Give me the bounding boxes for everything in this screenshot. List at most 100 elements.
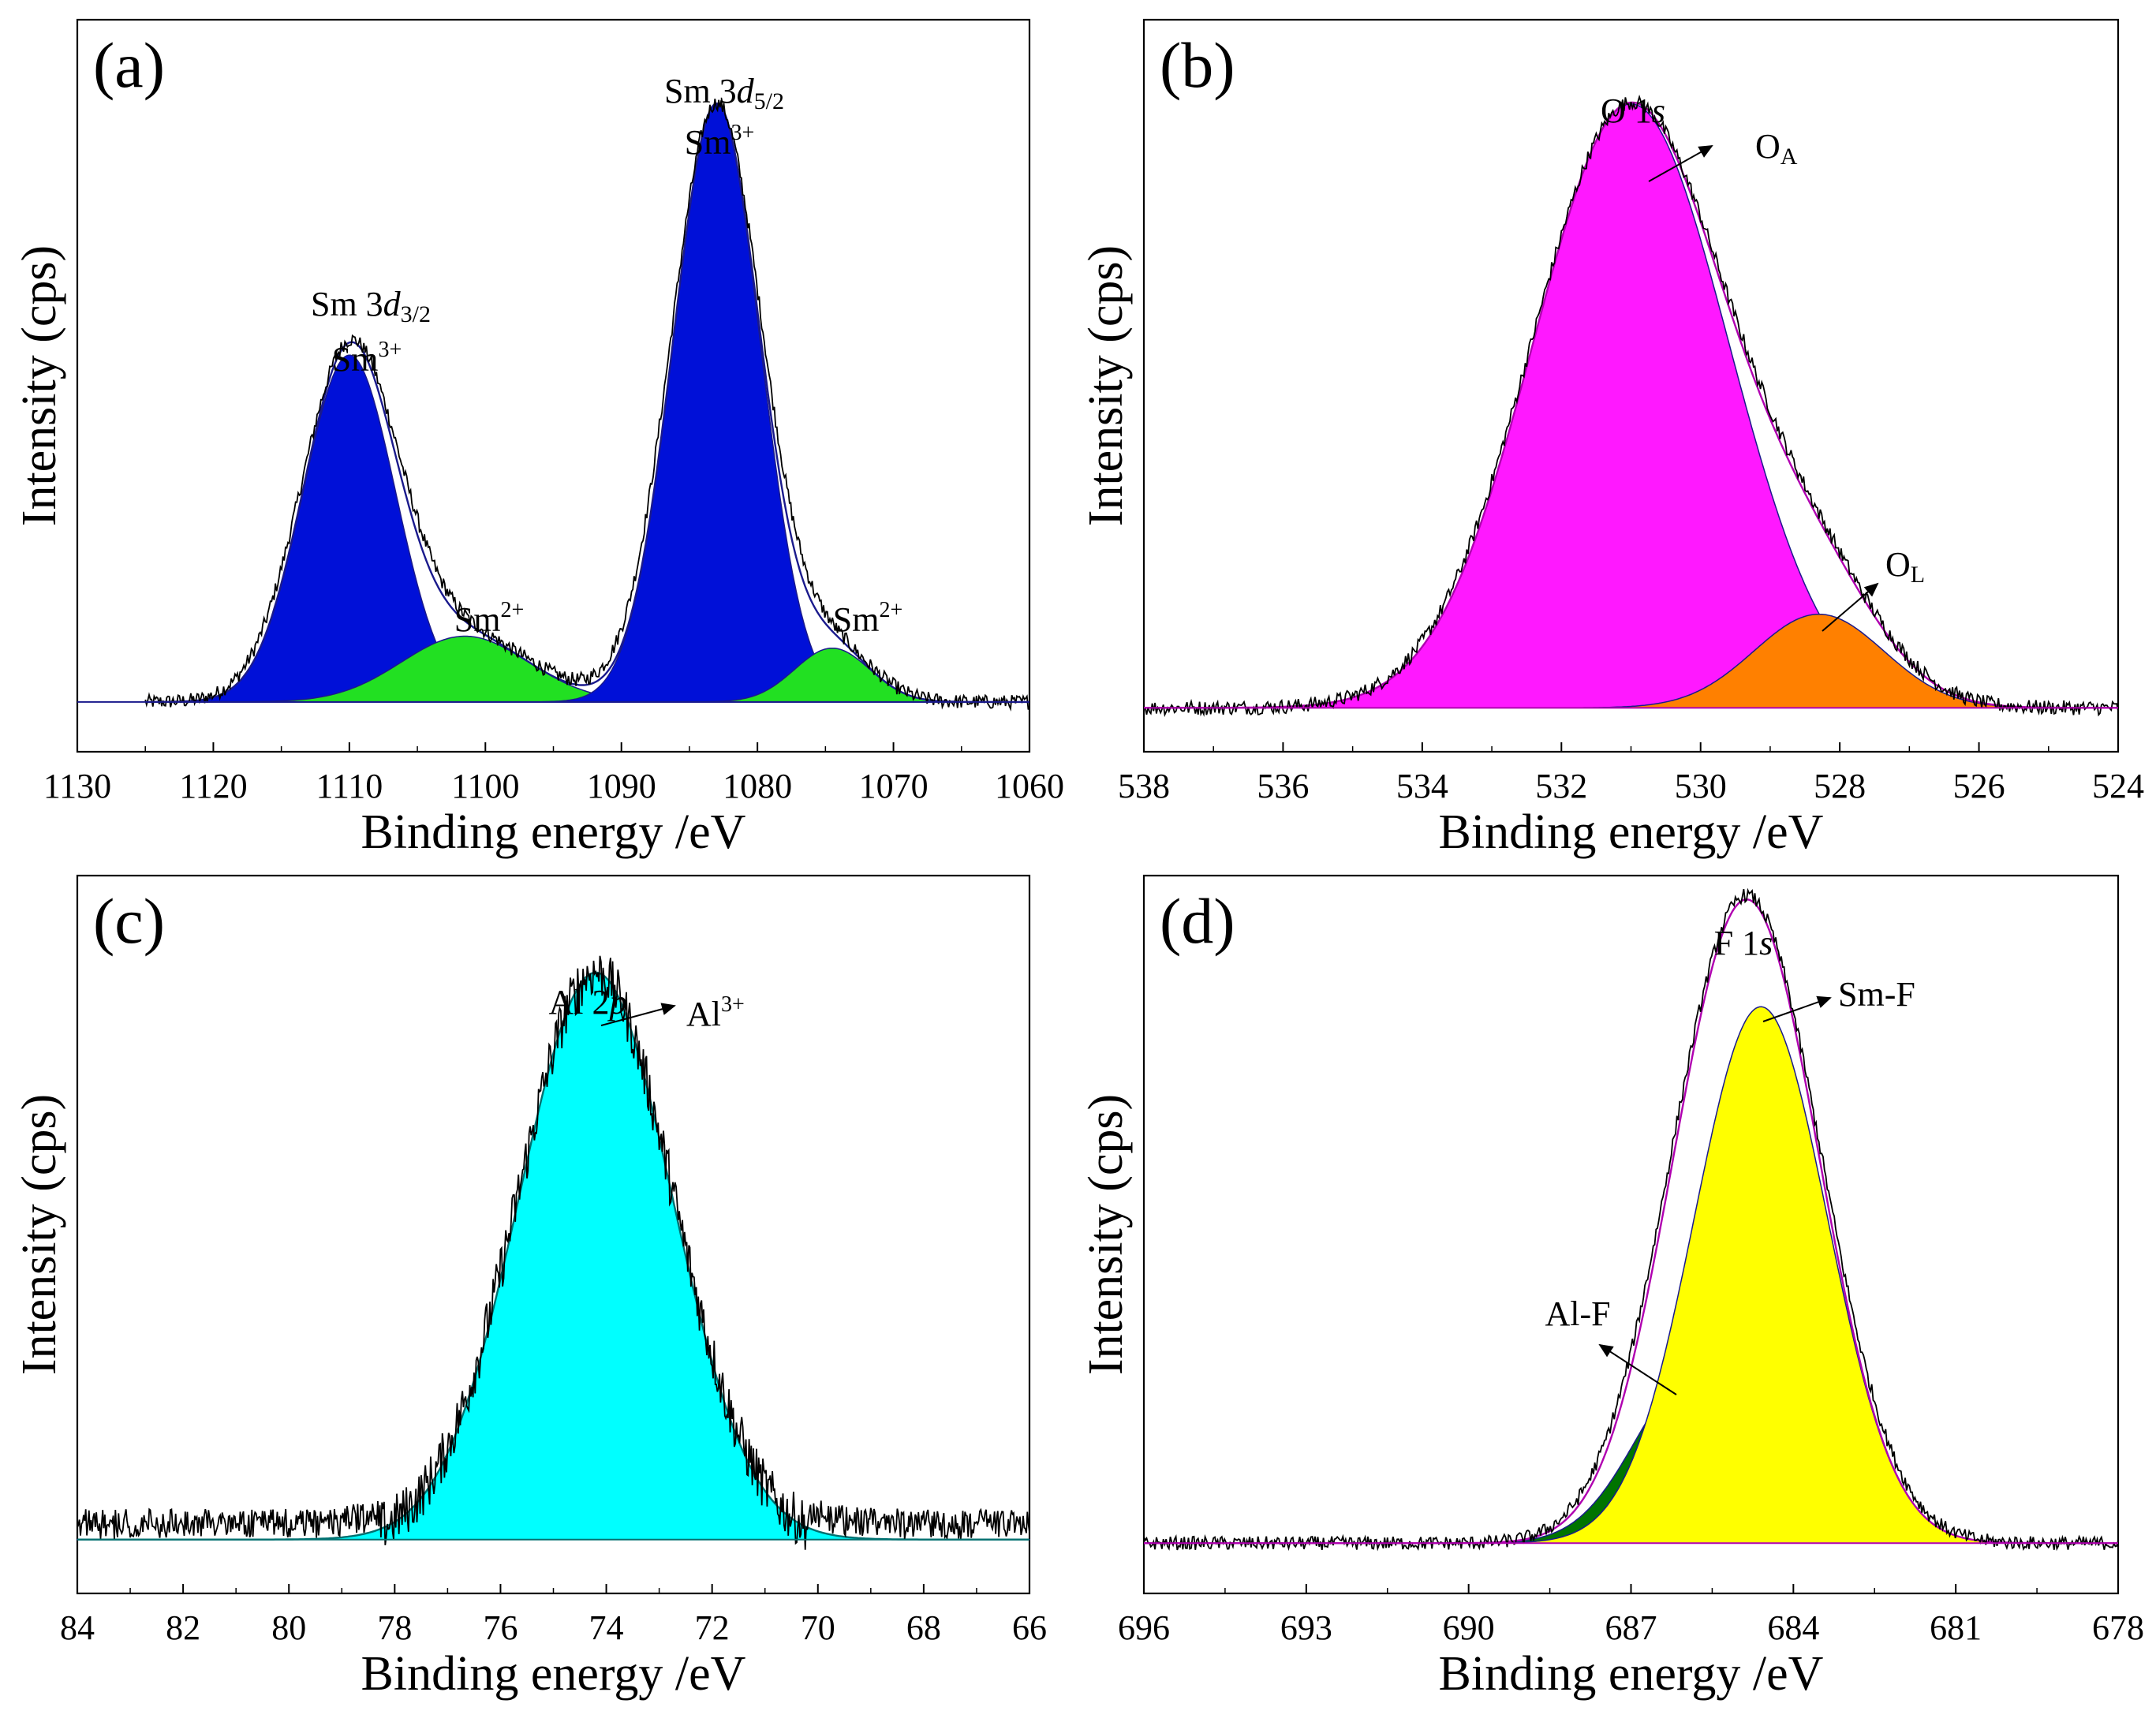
- x-tick-label: 1130: [43, 767, 111, 805]
- annotation-label: Sm2+: [833, 598, 903, 639]
- panel-label: (d): [1160, 885, 1235, 957]
- x-tick-label: 1120: [179, 767, 247, 805]
- annotation-label-sub: 3/2: [401, 301, 431, 327]
- annotation-label-ital: s: [1759, 924, 1773, 962]
- annotation-label: Al-F: [1545, 1294, 1610, 1333]
- x-tick-label: 534: [1396, 767, 1448, 805]
- annotation-label-sup: 3+: [730, 121, 754, 145]
- annotation-label-sup: 2+: [879, 598, 902, 622]
- annotation-label: Sm3+: [685, 121, 755, 162]
- panel-label: (a): [93, 29, 165, 101]
- annotation-arrow: [1598, 1343, 1677, 1395]
- annotation-label: OA: [1755, 127, 1798, 170]
- annotation-label: Sm 3d5/2: [664, 72, 784, 114]
- y-axis-label: Intensity (cps): [13, 1094, 66, 1375]
- peak-sm-f: [1144, 1006, 2118, 1545]
- annotation-label-sup: 2+: [500, 598, 524, 622]
- x-tick-label: 538: [1118, 767, 1170, 805]
- annotation-label-main: Sm: [685, 123, 731, 162]
- annotation-label: OL: [1885, 545, 1925, 588]
- annotation-label-main: Al-F: [1545, 1294, 1610, 1333]
- x-tick-label: 696: [1118, 1608, 1170, 1647]
- annotation-arrow: [1762, 995, 1832, 1022]
- x-tick-label: 78: [377, 1608, 412, 1647]
- y-axis-label: Intensity (cps): [1079, 245, 1133, 526]
- x-tick-label: 72: [695, 1608, 730, 1647]
- x-tick-label: 68: [906, 1608, 941, 1647]
- x-tick-label: 74: [589, 1608, 624, 1647]
- x-tick-label: 687: [1605, 1608, 1657, 1647]
- x-tick-label: 1060: [995, 767, 1064, 805]
- annotation-label-main: O 1: [1601, 92, 1652, 130]
- peak-sm-3d3-2-sm3-: [145, 354, 1029, 703]
- x-axis-label: Binding energy /eV: [1439, 1647, 1824, 1701]
- annotation-label-sub: A: [1780, 144, 1798, 170]
- x-tick-label: 1100: [451, 767, 519, 805]
- panel-d: 696 693 690 687 684 681 678 Binding energy /eV I…: [1079, 874, 2144, 1701]
- annotation-label-ital: d: [737, 72, 755, 110]
- raw-data-line: [1143, 94, 2119, 718]
- annotation-label-sup: 3+: [378, 338, 402, 362]
- x-tick-label: 678: [2092, 1608, 2144, 1647]
- annotation-label-ital: d: [383, 285, 402, 323]
- annotation-label: Al 2p: [549, 983, 627, 1022]
- x-tick-label: 528: [1814, 767, 1866, 805]
- annotation-label: Sm 3d3/2: [311, 285, 431, 327]
- x-tick-label: 530: [1675, 767, 1727, 805]
- annotation-label: Al3+: [686, 992, 745, 1033]
- x-tick-label: 1090: [587, 767, 656, 805]
- annotation-label: Sm-F: [1838, 975, 1915, 1014]
- x-tick-label: 1110: [316, 767, 383, 805]
- annotation-label-ital: s: [1652, 92, 1665, 130]
- annotation-label: F 1s: [1714, 924, 1773, 962]
- panel-label: (c): [93, 885, 165, 957]
- x-axis-label: Binding energy /eV: [361, 1647, 746, 1701]
- panel-a: 1130 1120 1110 1100 1090 1080 1070 1060 Binding …: [13, 18, 1064, 859]
- peak-oa: [1144, 103, 2118, 709]
- x-tick-label: 532: [1535, 767, 1587, 805]
- annotation-label: Sm3+: [332, 338, 402, 379]
- annotation-label-sup: 3+: [721, 992, 745, 1017]
- x-tick-label: 66: [1012, 1608, 1047, 1647]
- y-axis-label: Intensity (cps): [13, 245, 66, 526]
- x-tick-label: 1080: [723, 767, 792, 805]
- annotation-label-main: Sm: [332, 340, 379, 379]
- x-tick-label: 80: [271, 1608, 306, 1647]
- y-axis-label: Intensity (cps): [1079, 1094, 1133, 1375]
- x-axis-label: Binding energy /eV: [1439, 805, 1824, 859]
- annotation-label-main: Sm: [454, 600, 501, 639]
- x-tick-label: 690: [1443, 1608, 1495, 1647]
- x-axis-label: Binding energy /eV: [361, 805, 746, 859]
- x-tick-label: 526: [1953, 767, 2005, 805]
- panel-label: (b): [1160, 29, 1235, 101]
- x-tick-label: 681: [1930, 1608, 1982, 1647]
- x-tick-label: 684: [1767, 1608, 1819, 1647]
- x-tick-label: 524: [2092, 767, 2144, 805]
- panel-b: 538 536 534 532 530 528 526 524 Binding energy /…: [1079, 18, 2144, 859]
- annotation-arrow: [1648, 145, 1713, 182]
- annotation-label-main: Sm-F: [1838, 975, 1915, 1014]
- raw-data-line: [77, 955, 1030, 1550]
- annotation-label-main: Al: [686, 995, 721, 1033]
- annotation-arrow: [1822, 582, 1879, 632]
- annotation-label-main: F 1: [1714, 924, 1759, 962]
- raw-data-line: [144, 99, 1030, 712]
- x-tick-label: 1070: [859, 767, 929, 805]
- annotation-label-ital: p: [607, 983, 627, 1022]
- annotation-label: Sm2+: [454, 598, 525, 639]
- fit-envelope-line: [1144, 898, 2118, 1545]
- x-tick-label: 693: [1280, 1608, 1332, 1647]
- annotation-label-main: O: [1885, 545, 1911, 584]
- panel-c: 84 82 80 78 76 74 72 70 68 66 Binding energy /eV In…: [13, 874, 1047, 1701]
- annotation-label-sub: L: [1911, 562, 1925, 588]
- x-tick-label: 70: [801, 1608, 835, 1647]
- x-tick-label: 82: [166, 1608, 200, 1647]
- annotation-label-main: O: [1755, 127, 1780, 166]
- x-tick-label: 76: [483, 1608, 518, 1647]
- annotation-label-main: Sm 3: [311, 285, 383, 323]
- annotation-arrow: [600, 1003, 676, 1026]
- annotation-label-main: Al 2: [549, 983, 610, 1022]
- annotation-label-main: Sm 3: [664, 72, 737, 110]
- plot-frame: [76, 18, 1031, 753]
